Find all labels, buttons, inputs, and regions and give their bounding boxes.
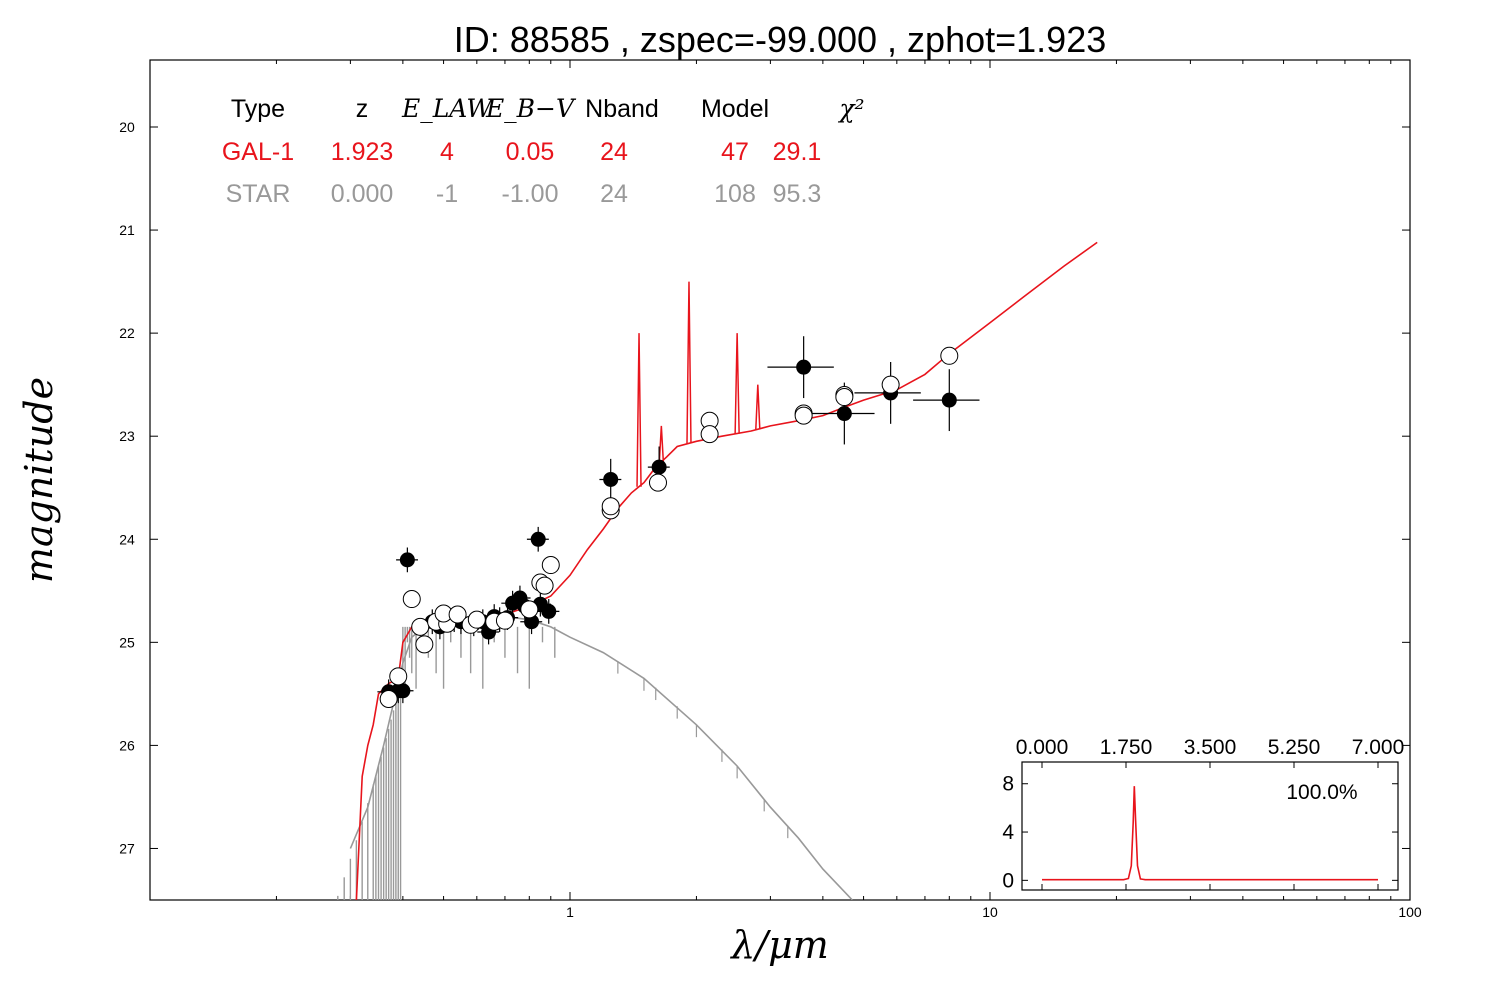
model-magnitude-point	[940, 346, 959, 365]
model-magnitude-point	[411, 617, 430, 636]
fit-table-cell: 1.923	[331, 138, 394, 166]
galaxy-model	[355, 241, 1098, 900]
fit-table-cell: 95.3	[773, 180, 822, 208]
emission-line	[734, 333, 740, 434]
galaxy-model-line	[355, 241, 1098, 900]
model-magnitude-point	[402, 590, 421, 609]
model-magnitude-point	[648, 473, 667, 492]
y-tick-label: 23	[119, 428, 135, 444]
model-magnitude-point	[794, 406, 813, 425]
emission-line	[755, 384, 761, 430]
fit-table-cell: 4	[440, 138, 454, 166]
model-magnitude-point	[415, 635, 434, 654]
star-model-line	[349, 615, 853, 900]
observed-point	[651, 459, 667, 475]
model-magnitude-point	[379, 690, 398, 709]
observed-point	[603, 471, 619, 487]
inset-x-tick-label: 1.750	[1100, 736, 1153, 759]
fit-table-cell: 0.000	[331, 180, 394, 208]
observed-point	[836, 406, 852, 422]
star-model	[337, 615, 853, 900]
x-axis-label-text: λ/μm	[729, 923, 829, 967]
model-magnitude-point	[535, 576, 554, 595]
observed-point	[941, 392, 957, 408]
fit-table-cell: -1	[436, 180, 458, 208]
observed-point	[530, 531, 546, 547]
observed-points	[381, 359, 957, 700]
model-magnitude-point	[448, 605, 467, 624]
pdz-inset: 0.000 1.750 3.500 5.250 7.000 0 4 8 100.0%	[1002, 736, 1404, 892]
x-tick-label: 10	[982, 904, 998, 920]
inset-y-tick-label: 4	[1002, 821, 1014, 844]
plot-frame	[149, 59, 1411, 901]
fit-table-cell: 24	[600, 138, 628, 166]
fit-table-cell: 0.05	[506, 138, 555, 166]
emission-line	[686, 281, 692, 444]
fit-table-header: Nband	[585, 95, 659, 123]
chart-title: ID: 88585 , zspec=-99.000 , zphot=1.923	[454, 19, 1106, 60]
inset-y-tick-label: 0	[1002, 869, 1014, 892]
observed-point	[399, 552, 415, 568]
model-magnitude-point	[700, 425, 719, 444]
inset-x-tick-label: 5.250	[1268, 736, 1321, 759]
fit-table-header: Type	[231, 95, 285, 123]
model-magnitude-point	[495, 611, 514, 630]
observed-point	[796, 359, 812, 375]
fit-table-header: E_B−V	[485, 94, 577, 123]
fit-table-cell: 47	[721, 138, 749, 166]
fit-table-cell: 29.1	[773, 138, 822, 166]
y-axis-label-text: magnitude	[17, 377, 61, 583]
x-axis-label: λ/μm	[729, 923, 829, 967]
fit-table-cell: GAL-1	[222, 138, 294, 166]
fit-table-cell: -1.00	[502, 180, 559, 208]
fit-table-header: χ²	[837, 94, 864, 123]
fit-table-cell: 108	[714, 180, 756, 208]
inset-percent-label: 100.0%	[1286, 781, 1357, 804]
x-tick-label: 1	[566, 904, 574, 920]
model-magnitude-point	[467, 610, 486, 629]
inset-y-tick-label: 8	[1002, 773, 1014, 796]
model-magnitude-point	[601, 497, 620, 516]
fit-table-header: E_LAW	[401, 94, 494, 123]
y-tick-label: 22	[119, 325, 135, 341]
axis-ticks: 1 10 100 20 21 22 23 24 25 26 27	[119, 60, 1422, 920]
fit-table-header: z	[356, 95, 369, 123]
observed-point	[395, 683, 411, 699]
y-tick-label: 27	[119, 840, 135, 856]
fit-table-header: Model	[701, 95, 769, 123]
model-magnitude-point	[835, 388, 854, 407]
model-magnitude-points	[379, 346, 959, 709]
inset-x-tick-label: 3.500	[1184, 736, 1237, 759]
emission-line	[636, 333, 642, 487]
y-tick-label: 25	[119, 634, 135, 650]
pdz-line	[1042, 786, 1378, 881]
inset-x-tick-label: 0.000	[1016, 736, 1069, 759]
x-tick-label: 100	[1398, 904, 1422, 920]
y-tick-label: 24	[119, 531, 135, 547]
inset-x-tick-label: 7.000	[1352, 736, 1405, 759]
fit-table-cell: 24	[600, 180, 628, 208]
y-tick-label: 26	[119, 737, 135, 753]
model-magnitude-point	[541, 556, 560, 575]
model-magnitude-point	[881, 375, 900, 394]
y-axis-label: magnitude	[17, 377, 61, 583]
observed-point	[541, 603, 557, 619]
fit-table-cell: STAR	[226, 180, 291, 208]
model-magnitude-point	[389, 667, 408, 686]
y-tick-label: 20	[119, 119, 135, 135]
emission-line	[658, 425, 665, 463]
y-tick-label: 21	[119, 222, 135, 238]
model-magnitude-point	[520, 600, 539, 619]
